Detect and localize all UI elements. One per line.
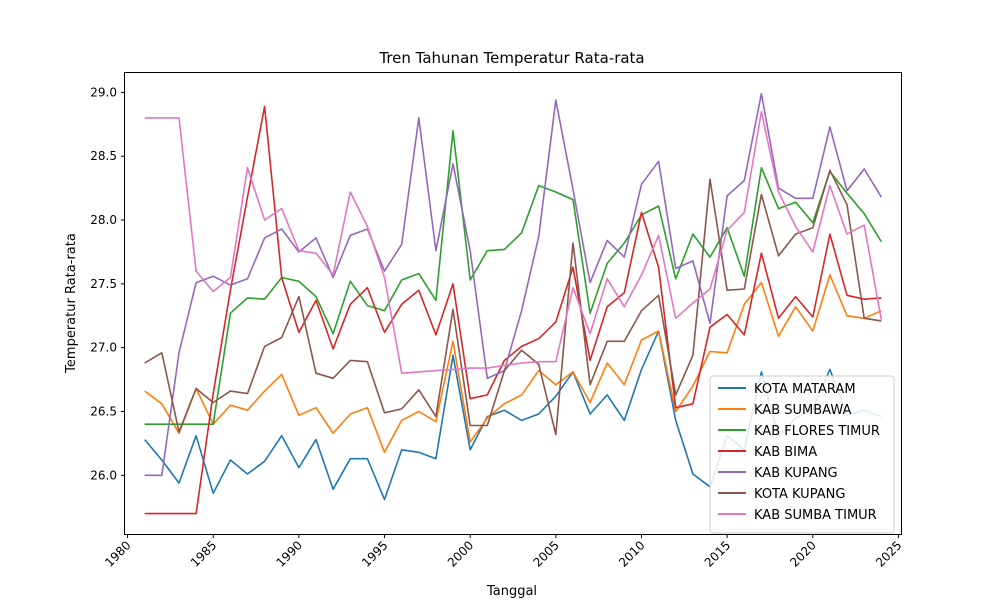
y-axis: 26.0 26.5 27.0 27.5 28.0 28.5 29.0 <box>90 85 125 482</box>
series-line-3 <box>144 105 882 515</box>
series-line-2 <box>144 129 882 426</box>
series-line-1 <box>144 274 882 454</box>
chart-title: Tren Tahunan Temperatur Rata-rata <box>378 49 644 67</box>
legend-box <box>709 375 895 534</box>
x-tick-label-4: 2000 <box>445 538 476 569</box>
legend-label-2: KAB FLORES TIMUR <box>754 424 880 439</box>
y-tick-label-0: 26.0 <box>90 468 117 482</box>
legend-label-4: KAB KUPANG <box>754 466 838 481</box>
x-tick-label-3: 1995 <box>359 538 390 569</box>
plot-lines <box>144 92 883 515</box>
series-line-6 <box>144 110 883 375</box>
x-tick-label-2: 1990 <box>273 538 304 569</box>
legend: KOTA MATARAM KAB SUMBAWA KAB FLORES TIMUR K… <box>709 375 895 534</box>
x-tick-label-6: 2010 <box>616 538 647 569</box>
legend-label-3: KAB BIMA <box>754 445 817 460</box>
x-tick-label-9: 2025 <box>873 538 904 569</box>
y-axis-label: Temperatur Rata-rata <box>64 233 79 374</box>
y-tick-label-6: 29.0 <box>90 85 117 99</box>
y-tick-label-2: 27.0 <box>90 341 117 355</box>
legend-label-0: KOTA MATARAM <box>754 382 856 397</box>
legend-label-6: KAB SUMBA TIMUR <box>754 508 877 523</box>
y-tick-label-5: 28.5 <box>90 149 117 163</box>
y-tick-label-1: 26.5 <box>90 404 117 418</box>
x-tick-label-1: 1985 <box>188 538 219 569</box>
x-tick-label-7: 2015 <box>702 538 733 569</box>
x-axis: 1980 1985 1990 1995 2000 2005 2010 2015 2020 2025 <box>102 534 905 570</box>
series-line-4 <box>144 92 882 477</box>
x-tick-label-0: 1980 <box>102 538 133 569</box>
x-tick-label-8: 2020 <box>787 538 818 569</box>
x-tick-label-5: 2005 <box>530 538 561 569</box>
series-line-5 <box>144 169 882 436</box>
x-axis-label: Tanggal <box>486 584 537 599</box>
y-tick-label-3: 27.5 <box>90 277 117 291</box>
plot-frame <box>124 72 902 535</box>
legend-label-1: KAB SUMBAWA <box>754 403 851 418</box>
y-tick-label-4: 28.0 <box>90 213 117 227</box>
legend-label-5: KOTA KUPANG <box>754 487 845 502</box>
